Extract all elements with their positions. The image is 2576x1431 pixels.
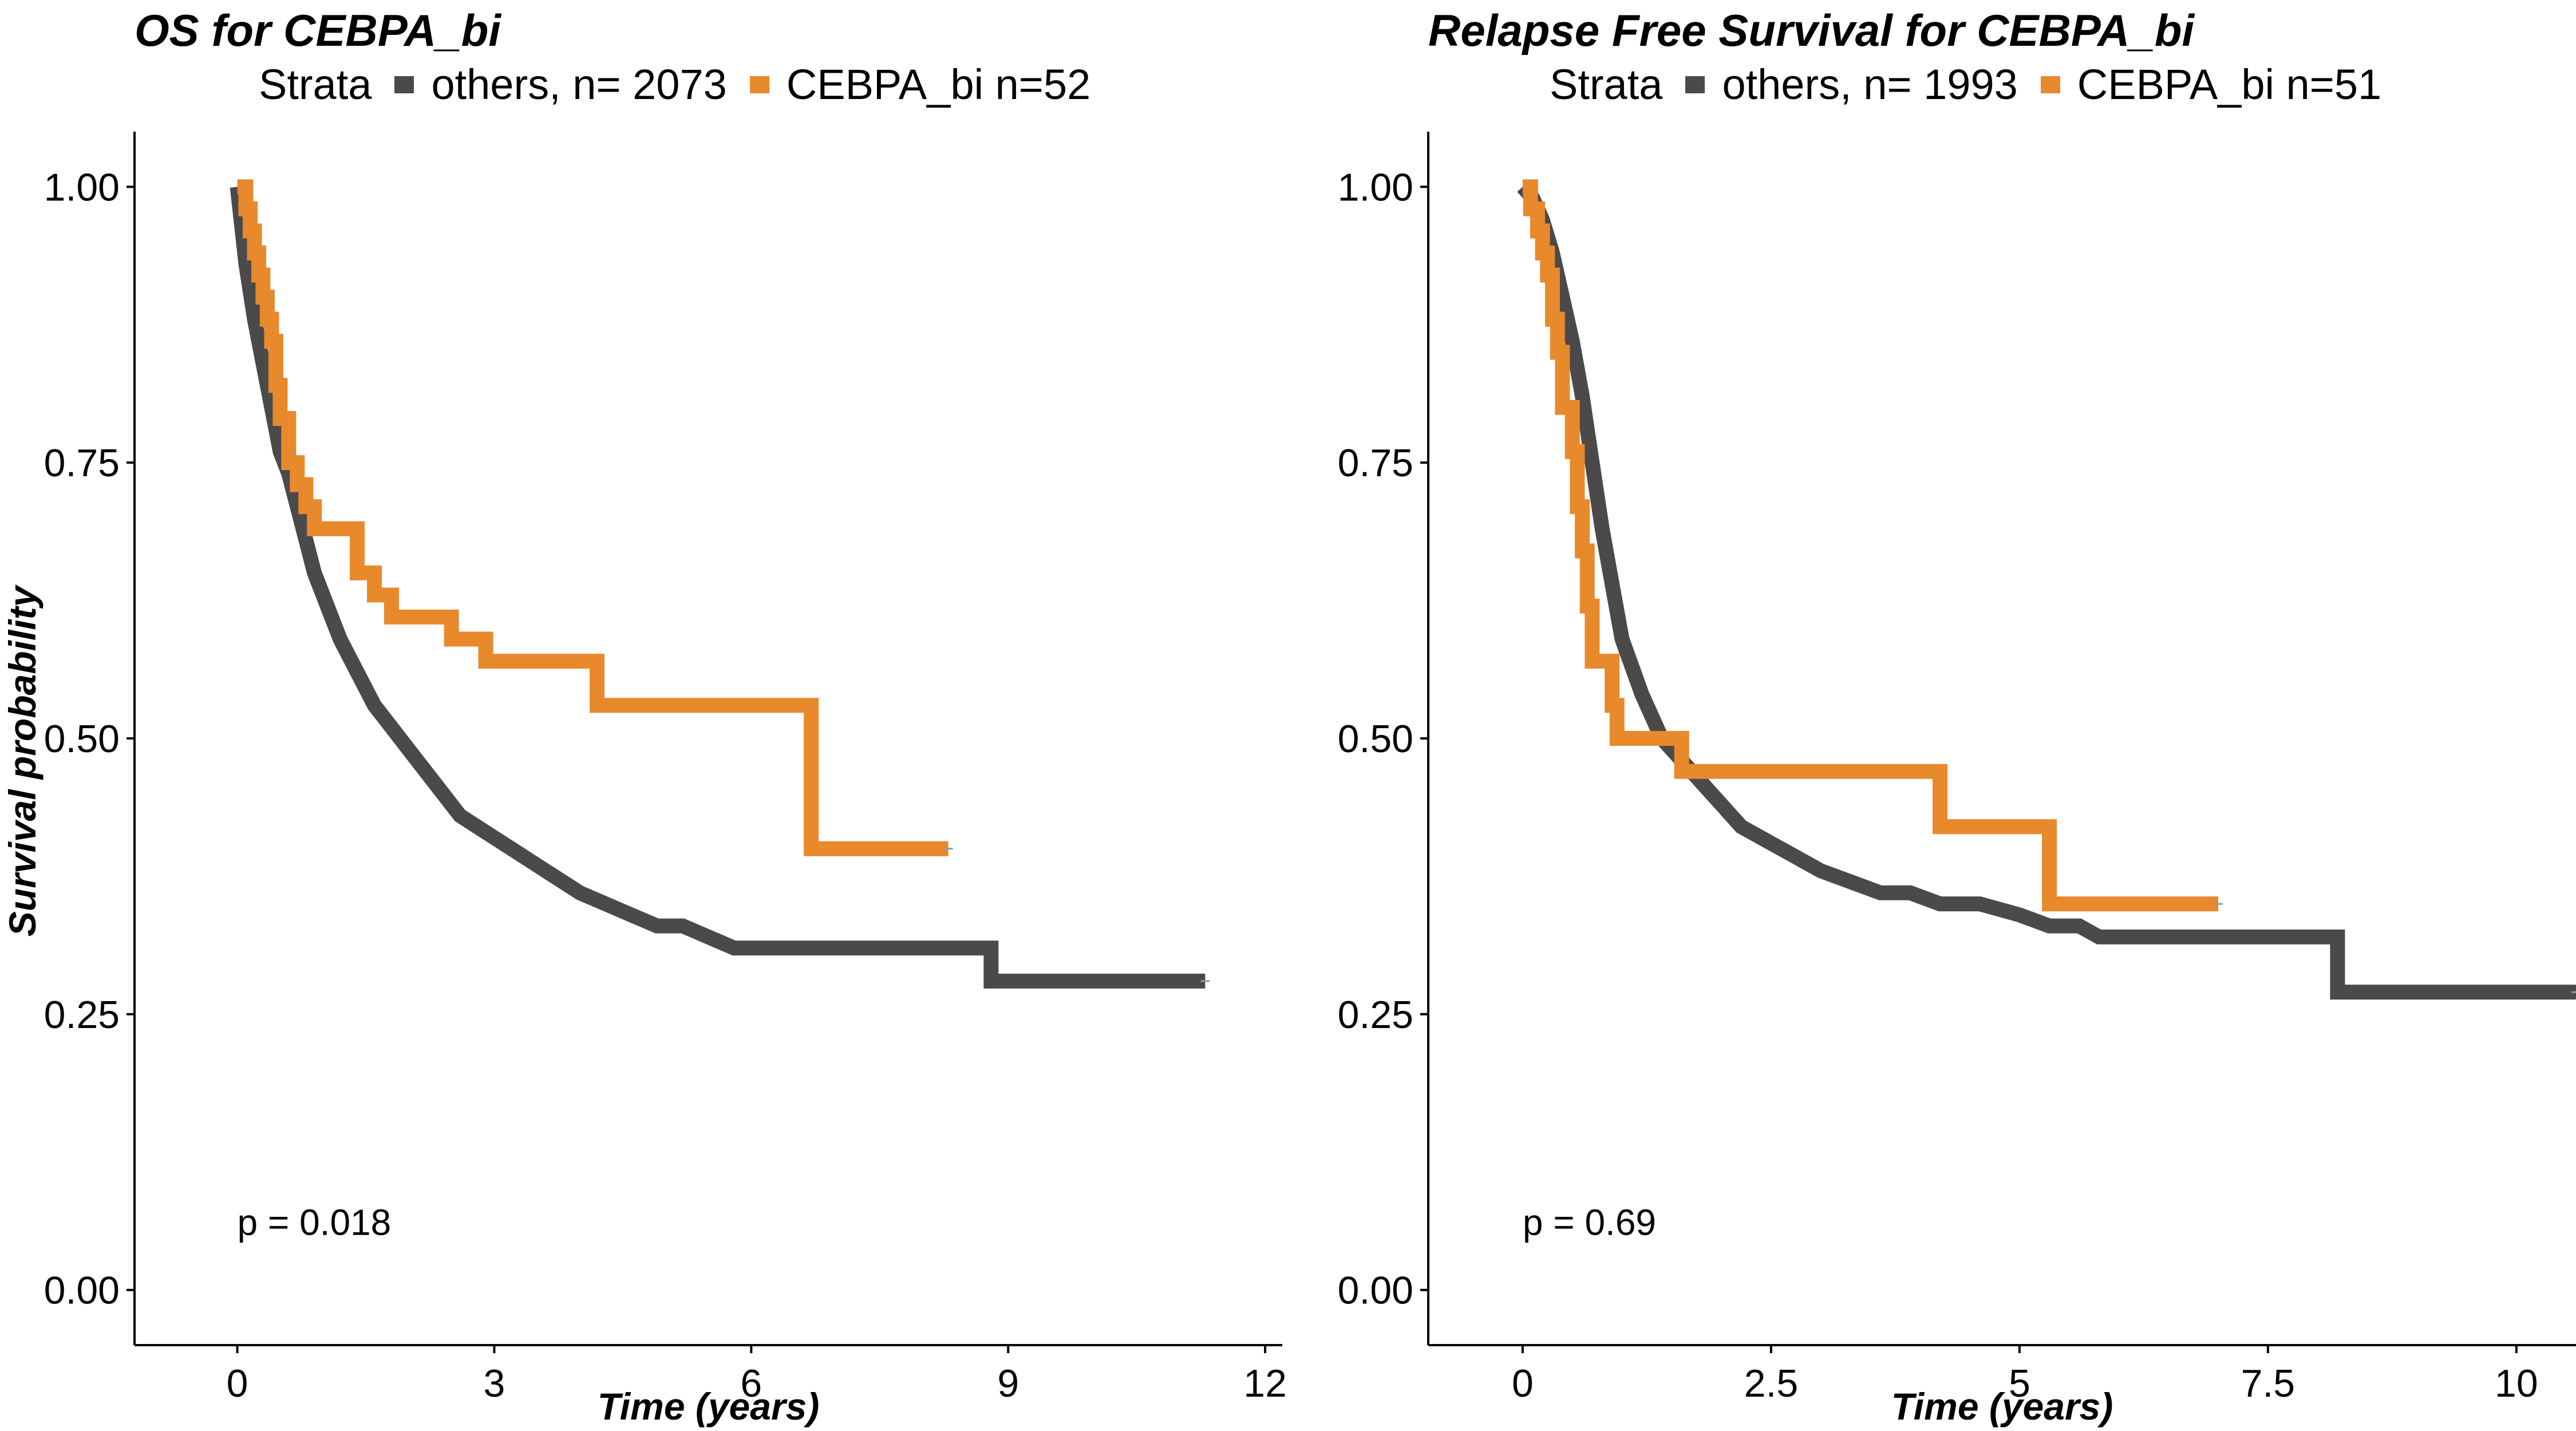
os-series-line-1 <box>237 179 949 856</box>
os-legend-swatch-cebpa <box>749 76 769 93</box>
rfs-x-tick-label: 2.5 <box>1744 1362 1799 1405</box>
rfs-legend: Strata others, n= 1993 CEBPA_bi n=51 <box>1550 60 2381 109</box>
rfs-y-tick-label: 0.50 <box>1338 717 1413 761</box>
os-x-tick-label: 6 <box>740 1362 762 1405</box>
rfs-y-tick-label: 0.00 <box>1338 1269 1413 1313</box>
rfs-x-tick-label: 10 <box>2495 1362 2538 1405</box>
rfs-y-tick-label: 0.25 <box>1338 993 1413 1037</box>
rfs-p-value: p = 0.69 <box>1523 1201 1656 1243</box>
os-y-tick-label: 0.50 <box>44 717 120 761</box>
rfs-legend-label-others: others, n= 1993 <box>1722 61 2018 108</box>
os-y-tick-label: 0.00 <box>44 1269 120 1313</box>
os-x-tick-label: 3 <box>484 1362 505 1405</box>
os-legend: Strata others, n= 2073 CEBPA_bi n=52 <box>259 60 1091 109</box>
rfs-chart: 0.00 0.25 0.50 0.75 1.00 0 2.5 5 7.5 10 Time (year… <box>1338 132 2576 1428</box>
rfs-panel: 0.00 0.25 0.50 0.75 1.00 0 2.5 5 7.5 10 Time (year… <box>1288 0 2576 1431</box>
rfs-x-tick-label: 0 <box>1512 1362 1534 1405</box>
rfs-x-tick-label: 5 <box>2009 1362 2030 1405</box>
rfs-legend-swatch-cebpa <box>2040 76 2060 93</box>
rfs-series-line-0 <box>1517 181 2576 1000</box>
os-x-tick-label: 12 <box>1243 1362 1287 1405</box>
os-legend-title: Strata <box>259 61 372 108</box>
os-x-tick-label: 9 <box>997 1362 1019 1405</box>
rfs-chart-title: Relapse Free Survival for CEBPA_bi <box>1428 5 2195 56</box>
rfs-x-tick-label: 7.5 <box>2241 1362 2296 1405</box>
os-x-tick-label: 0 <box>227 1362 248 1405</box>
rfs-legend-swatch-others <box>1685 76 1705 93</box>
rfs-legend-title: Strata <box>1550 61 1663 108</box>
os-p-value: p = 0.018 <box>238 1201 392 1243</box>
os-legend-label-others: others, n= 2073 <box>431 61 727 108</box>
rfs-legend-label-cebpa: CEBPA_bi n=51 <box>2077 61 2382 108</box>
os-y-tick-label: 0.75 <box>44 441 120 485</box>
rfs-y-tick-label: 0.75 <box>1338 441 1413 485</box>
os-series-line-0 <box>230 185 1206 989</box>
os-y-tick-label: 1.00 <box>44 165 120 209</box>
os-panel: 0.00 0.25 0.50 0.75 1.00 0 3 6 9 12 Time (years) Su… <box>1 5 1287 1428</box>
os-chart-title: OS for CEBPA_bi <box>135 5 501 56</box>
os-chart: 0.00 0.25 0.50 0.75 1.00 0 3 6 9 12 Time (years) Su… <box>1 132 1287 1428</box>
rfs-series-line-1 <box>1522 179 2219 912</box>
os-y-tick-label: 0.25 <box>44 993 120 1037</box>
os-y-axis-label: Survival probability <box>1 584 44 936</box>
os-x-axis-label: Time (years) <box>598 1385 820 1428</box>
rfs-x-axis-label: Time (years) <box>1891 1385 2113 1428</box>
os-legend-swatch-others <box>394 76 414 93</box>
rfs-y-tick-label: 1.00 <box>1338 165 1413 209</box>
os-legend-label-cebpa: CEBPA_bi n=52 <box>786 61 1091 108</box>
